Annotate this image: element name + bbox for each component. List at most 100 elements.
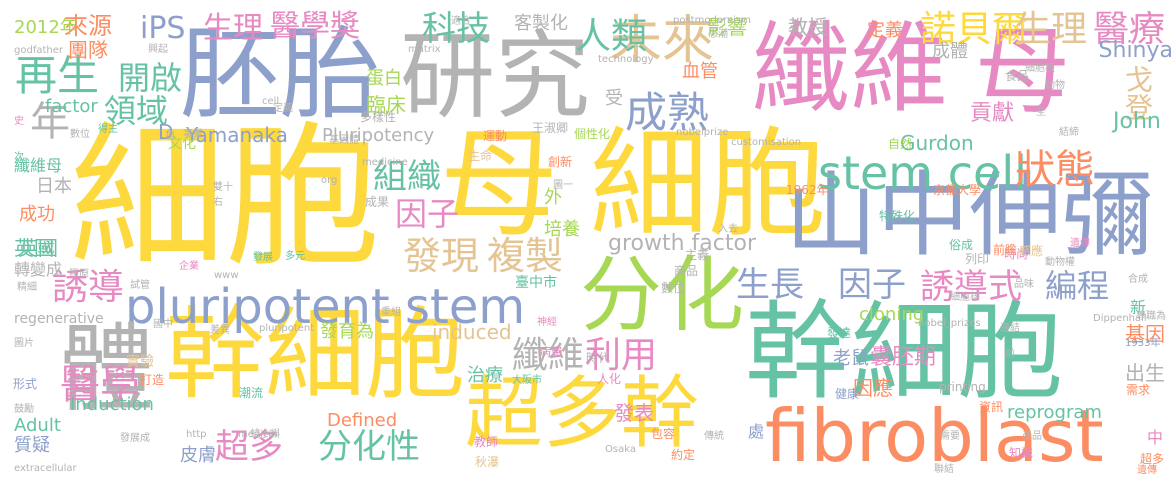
cloud-word: 個性化 [574,127,611,141]
cloud-word: 定義 [867,20,903,41]
cloud-word: http [186,429,207,440]
cloud-word: Gurdon [900,131,974,155]
cloud-word: 動物 [1045,80,1065,91]
cloud-word: 成體 [932,41,968,62]
cloud-word: 結締 [1059,127,1079,138]
cloud-word: 英國 [18,236,58,260]
cloud-word: pluripotent [259,323,315,334]
cloud-word: 纖維母 [14,156,63,175]
cloud-word: 基因體 [329,135,359,146]
cloud-word: Osaka [605,444,636,455]
cloud-word: 俗成 [949,238,974,252]
cloud-word: 蛋白 [366,68,402,89]
cloud-word: 細胞 [590,115,827,253]
cloud-word: 秋瀑 [475,455,500,469]
cloud-word: 運動 [483,129,508,143]
cloud-word: 全 [1036,107,1046,118]
cloud-word: 細胞核 [1025,63,1055,74]
cloud-word: 超多幹 [465,369,700,459]
cloud-word: 胚胎 [180,16,380,133]
cloud-word: 文化 [168,136,196,152]
cloud-word: technology [598,54,654,65]
cloud-word: 自然 [888,137,913,151]
cloud-word: godfather [14,45,63,56]
cloud-word: 感應 [1019,244,1044,258]
cloud-word: 分化性 [318,427,420,467]
cloud-word: 幹細胞 [165,296,465,413]
cloud-word: reprogram [1007,402,1102,423]
cloud-word: 複製 [487,234,564,278]
cloud-word: 成功 [19,204,55,225]
cloud-word: 質疑 [14,435,50,456]
cloud-word: 合成 [1128,274,1148,285]
cloud-word: 基因 [1125,322,1165,346]
cloud-word: 細胞核 [950,292,980,303]
cloud-word: 王淑卿 [532,121,569,135]
cloud-word: 血管 [682,61,718,82]
cloud-word: 聯結 [934,464,954,475]
cloud-word: 體 [43,318,153,413]
cloud-word: D [158,120,174,144]
cloud-word: 遺傳 [1070,238,1090,249]
cloud-word: pluripotent stem [125,279,526,335]
cloud-word: 來源 [64,12,112,40]
cloud-word: 成熟 [625,88,710,137]
cloud-word: 健康 [835,387,860,401]
cloud-word: 醫學 [60,362,140,408]
cloud-word: 產品 [1022,431,1042,442]
cloud-word: 囊胚期 [870,345,937,370]
cloud-word: 發展 [253,252,273,263]
cloud-word: 分化 [580,248,745,343]
cloud-word: 發現 [403,234,480,278]
cloud-word: 新 [1130,298,1147,317]
cloud-word: 教授 [788,15,828,39]
cloud-word: 品味 [1014,279,1034,290]
cloud-word: 知識 [1009,446,1034,460]
cloud-word: 思潮 [708,29,728,40]
cloud-word: 纖維 [752,12,949,126]
cloud-word: 右 [213,197,223,208]
cloud-word: 治療 [467,365,503,386]
cloud-word: Pluripotency [322,125,435,146]
cloud-word: medicin [238,429,278,440]
cloud-word: Adult [14,415,61,436]
cloud-word: 轉變成 [14,260,63,279]
cloud-word: 領域 [104,92,169,130]
cloud-word: 科技 [422,9,490,49]
cloud-word: 大阪市 [512,375,542,386]
cloud-word: 年 [30,99,70,145]
cloud-word: 英國 [14,236,54,260]
cloud-word: 1962年 [786,183,829,197]
cloud-word: 形式 [13,377,38,391]
cloud-word: 試管 [130,280,150,291]
cloud-word: 特殊化 [879,209,916,223]
cloud-word: cloning [859,304,925,325]
cloud-word: 食品 [1005,69,1030,83]
cloud-word: 組織 [373,157,441,197]
cloud-word: Shinya [1098,38,1173,63]
cloud-word: 發育為 [320,321,374,342]
cloud-word: 得主 [98,124,118,135]
cloud-word: 時尚 [1004,247,1029,261]
cloud-word: 時代 [586,351,611,365]
cloud-word: 企業 [179,261,199,272]
cloud-word: 前 [1005,349,1015,360]
cloud-word: 出生 [1125,361,1165,385]
cloud-word: cell [262,96,280,107]
cloud-word: 醫學獎 [270,9,360,44]
cloud-word: regenerative [14,311,104,327]
cloud-word: 傳統 [704,431,724,442]
cloud-word: 前瞻 [993,243,1018,257]
cloud-word: John [1113,109,1161,134]
cloud-word: 創新 [548,155,573,169]
cloud-word: matrix [408,44,441,55]
cloud-word: 蛙小蝌 [250,429,280,440]
cloud-word: 編程 [1045,267,1110,305]
cloud-word: 教師 [474,435,499,449]
cloud-word: 細胞 [70,107,380,288]
cloud-word: 誘導式 [920,267,1022,307]
cloud-word: 適合 [451,16,471,27]
cloud-word: 日本 [36,176,72,197]
cloud-word: 差異 [210,325,230,336]
cloud-word: 因子 [395,195,460,233]
